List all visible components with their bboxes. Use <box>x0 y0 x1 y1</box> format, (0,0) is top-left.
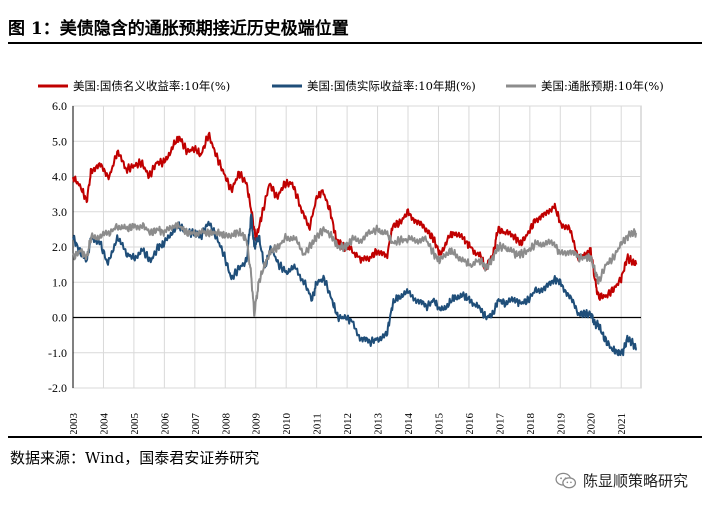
x-tick-label: 2017 <box>494 413 506 435</box>
x-tick-label: 2010 <box>281 413 293 435</box>
x-tick-label: 2004 <box>98 413 110 435</box>
wechat-icon <box>555 472 577 488</box>
x-tick-label: 2020 <box>586 413 598 435</box>
series-line-3 <box>72 221 638 317</box>
x-tick-label: 2003 <box>68 413 80 435</box>
y-tick-label: 0.0 <box>52 311 67 325</box>
watermark-text: 陈显顺策略研究 <box>582 472 688 490</box>
y-tick-label: -2.0 <box>48 381 67 395</box>
x-tick-label: 2013 <box>373 413 385 435</box>
x-tick-label: 2011 <box>312 413 324 434</box>
x-tick-label: 2019 <box>555 413 567 435</box>
watermark: 陈显顺策略研究 <box>555 470 688 491</box>
x-tick-label: 2007 <box>190 413 202 435</box>
x-tick-label: 2008 <box>220 413 232 435</box>
x-tick-label: 2014 <box>403 413 415 435</box>
line-chart: 美国:国债名义收益率:10年(%) 美国:国债实际收益率:10年期(%) 美国:通胀… <box>38 79 664 434</box>
figure-title: 图 1：美债隐含的通胀预期接近历史极端位置 <box>8 19 349 39</box>
data-source-note: 数据来源：Wind，国泰君安证券研究 <box>10 449 260 467</box>
y-tick-label: 2.0 <box>52 240 67 254</box>
x-tick-label: 2021 <box>616 413 628 434</box>
x-tick-label: 2006 <box>159 413 171 435</box>
y-tick-label: -1.0 <box>48 346 67 360</box>
title-divider <box>8 42 702 44</box>
x-tick-label: 2016 <box>464 413 476 435</box>
source-divider <box>8 436 702 438</box>
y-tick-label: 1.0 <box>52 275 67 289</box>
chart-legend: 美国:国债名义收益率:10年(%) 美国:国债实际收益率:10年期(%) 美国:通胀… <box>38 79 664 93</box>
series-line-1 <box>72 131 638 301</box>
y-tick-label: 6.0 <box>52 99 67 113</box>
chart-grid <box>72 105 642 389</box>
series-line-2 <box>72 213 637 357</box>
x-tick-label: 2015 <box>433 413 445 435</box>
legend-label: 美国:国债实际收益率:10年期(%) <box>307 79 476 93</box>
legend-label: 美国:通胀预期:10年(%) <box>541 79 664 93</box>
chart-series <box>72 131 638 357</box>
x-tick-label: 2018 <box>525 413 537 435</box>
x-tick-label: 2009 <box>251 413 263 435</box>
chart-axes: 6.0 5.0 4.0 3.0 2.0 1.0 0.0 -1.0 -2.0 2003 2004 200… <box>48 99 641 434</box>
legend-label: 美国:国债名义收益率:10年(%) <box>73 79 230 93</box>
y-tick-label: 4.0 <box>52 170 67 184</box>
y-tick-label: 5.0 <box>52 134 67 148</box>
x-tick-label: 2005 <box>129 413 141 435</box>
y-tick-label: 3.0 <box>52 205 67 219</box>
x-tick-label: 2012 <box>342 413 354 434</box>
